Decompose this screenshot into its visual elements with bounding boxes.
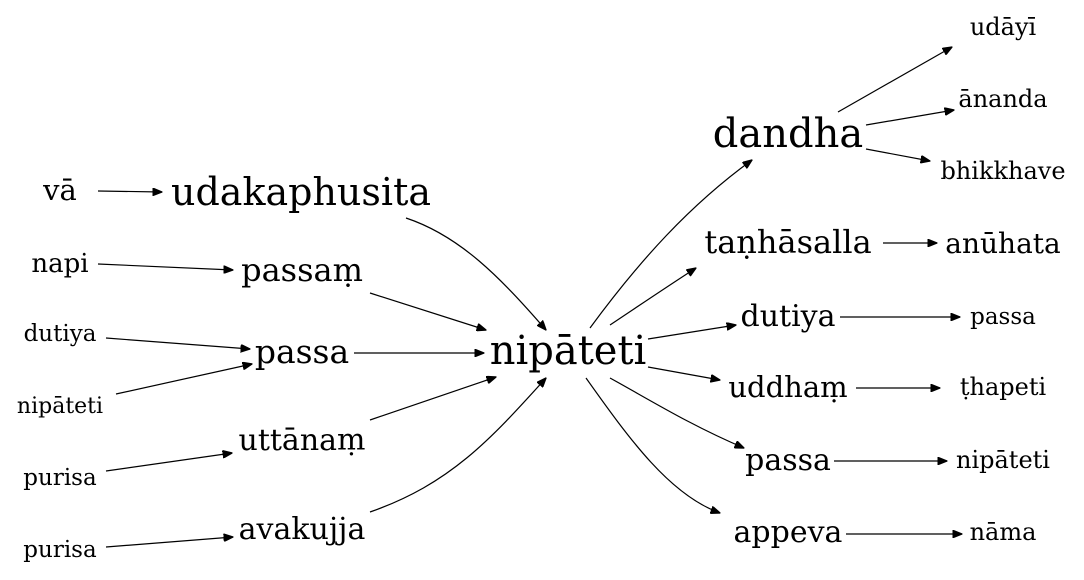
node-nipateti-left: nipāteti: [17, 394, 103, 419]
node-nama: nāma: [970, 518, 1037, 546]
node-anuhata: anūhata: [945, 227, 1060, 260]
edge-passam-nipateti: [369, 292, 486, 330]
node-nipateti-center: nipāteti: [490, 328, 647, 374]
node-passa-right-1: passa: [970, 304, 1036, 330]
edge-uttanam-nipateti: [369, 377, 496, 421]
edge-nipateti-appeva: [585, 377, 720, 513]
node-thapeti: ṭhapeti: [960, 373, 1047, 401]
node-purisa-1: purisa: [23, 465, 97, 491]
node-uddham: uddhaṃ: [728, 370, 847, 404]
node-udayi: udāyī: [970, 13, 1037, 41]
edge-nipateti-dutiya: [647, 325, 736, 340]
edge-dandha-udayi: [837, 47, 952, 113]
edges: [97, 47, 962, 548]
node-dutiya-left: dutiya: [24, 321, 97, 347]
edge-dandha-bhikkhave: [865, 148, 930, 161]
node-appeva: appeva: [734, 515, 843, 550]
nodes: vā udakaphusita napi passaṃ dutiya passa…: [17, 13, 1066, 563]
edge-dandha-ananda: [865, 110, 954, 126]
edge-nipateti-passa: [115, 364, 252, 395]
node-purisa-2: purisa: [23, 537, 97, 563]
node-va: vā: [42, 173, 77, 207]
node-ananda: ānanda: [958, 85, 1047, 113]
node-passa-right-2: passa: [745, 443, 831, 478]
node-passam: passaṃ: [241, 251, 363, 289]
edge-purisa-uttanam: [105, 453, 232, 472]
node-tanhasalla: taṇhāsalla: [704, 223, 871, 261]
node-passa-left: passa: [255, 332, 349, 371]
edge-avakujja-nipateti: [369, 378, 546, 513]
edge-nipateti-tanhasalla: [609, 268, 696, 326]
edge-nipateti-dandha: [589, 160, 752, 329]
node-bhikkhave: bhikkhave: [940, 157, 1065, 185]
node-uttanam: uttānaṃ: [239, 423, 366, 458]
node-napi: napi: [31, 249, 88, 279]
edge-udakaphusita-nipateti: [405, 217, 546, 330]
edge-va-udakaphusita: [97, 191, 162, 192]
edge-purisa-avakujja: [105, 537, 233, 548]
node-nipateti-right: nipāteti: [956, 446, 1050, 474]
node-udakaphusita: udakaphusita: [171, 170, 431, 214]
node-avakujja: avakujja: [239, 512, 366, 547]
edge-dutiya-passa: [105, 337, 250, 349]
node-dandha: dandha: [713, 111, 863, 157]
edge-nipateti-uddham: [647, 366, 720, 380]
node-dutiya-right: dutiya: [740, 299, 835, 334]
edge-nipateti-passa-2: [609, 377, 744, 448]
edge-napi-passam: [97, 263, 233, 270]
